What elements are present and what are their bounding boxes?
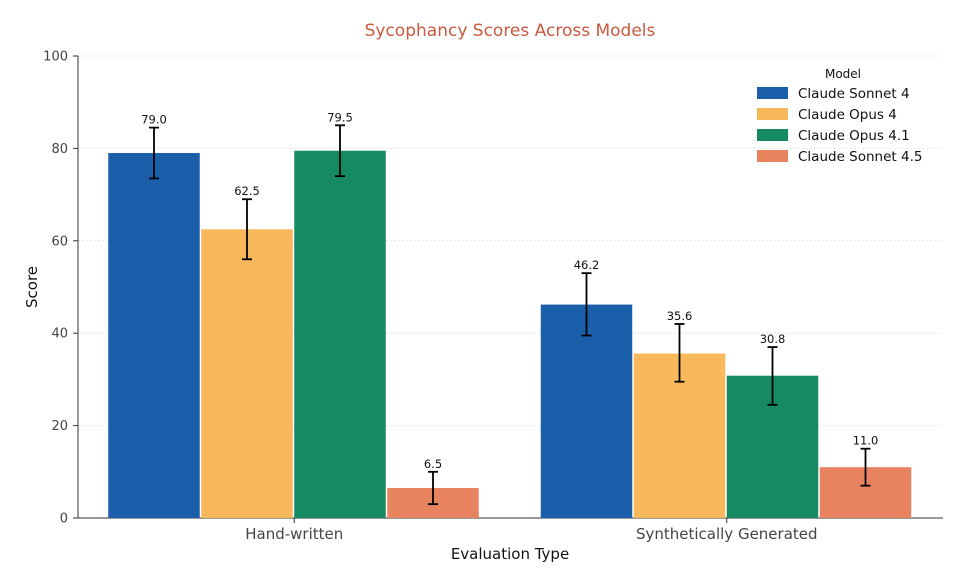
data-label: 6.5 [424, 457, 442, 471]
data-label: 62.5 [234, 184, 260, 198]
bar-claude-sonnet-4-synthetically-generated [540, 304, 633, 518]
error-bars [149, 124, 871, 506]
y-tick-label: 100 [43, 50, 68, 65]
data-label: 79.0 [141, 113, 167, 127]
data-label: 79.5 [327, 110, 353, 124]
legend-swatch [757, 129, 788, 141]
legend-entry: Claude Opus 4.1 [798, 128, 910, 144]
x-tick-label: Synthetically Generated [636, 525, 818, 543]
legend-entry: Claude Opus 4 [798, 107, 897, 123]
y-tick-label: 40 [51, 327, 68, 342]
legend-swatch [757, 108, 788, 120]
data-label: 35.6 [667, 309, 693, 323]
data-label: 11.0 [853, 434, 879, 448]
chart-title: Sycophancy Scores Across Models [365, 21, 656, 41]
bar-claude-opus-4-1-hand-written [294, 150, 386, 518]
bars [108, 150, 912, 518]
data-label: 30.8 [760, 332, 786, 346]
bar-claude-sonnet-4-hand-written [108, 153, 200, 518]
y-tick-label: 20 [51, 419, 68, 434]
legend-title: Model [825, 67, 861, 81]
bar-claude-opus-4-hand-written [201, 229, 293, 518]
y-axis-title: Score [23, 266, 41, 308]
y-tick-label: 60 [51, 234, 68, 249]
y-tick-label: 0 [60, 512, 68, 527]
legend-entry: Claude Sonnet 4.5 [798, 149, 922, 165]
data-label: 46.2 [574, 258, 600, 272]
x-axis-title: Evaluation Type [451, 545, 569, 563]
legend-swatch [757, 150, 788, 162]
data-labels: 79.0 62.5 79.5 6.5 46.2 35.6 30.8 11.0 [141, 110, 879, 471]
x-tick-label: Hand-written [245, 525, 343, 543]
legend-entry: Claude Sonnet 4 [798, 86, 910, 102]
legend: Model Claude Sonnet 4 Claude Opus 4 Claude… [757, 67, 922, 165]
y-tick-label: 80 [51, 142, 68, 157]
legend-swatch [757, 87, 788, 99]
